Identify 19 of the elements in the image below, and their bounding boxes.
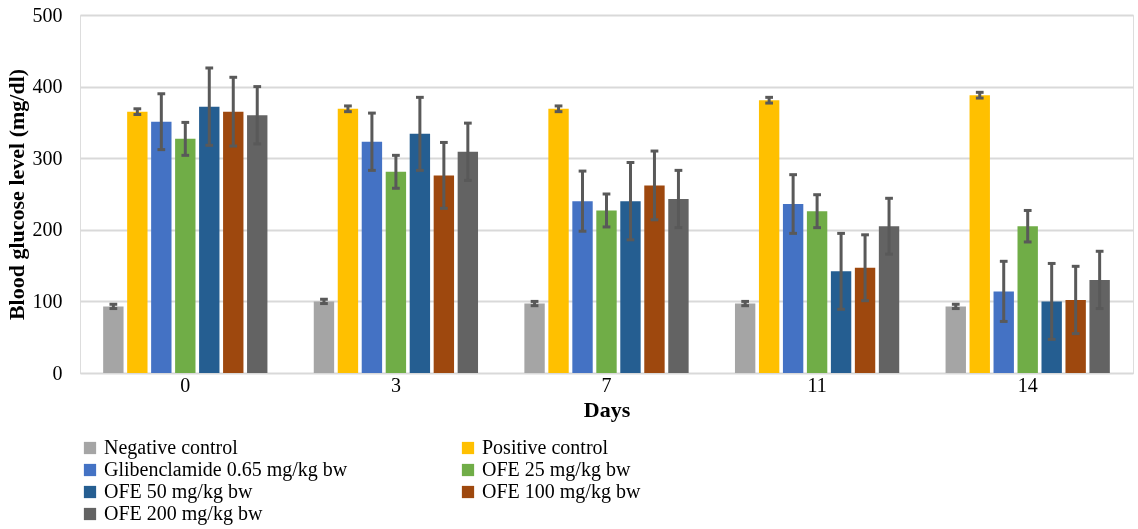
legend-label: OFE 200 mg/kg bw [104,502,263,525]
legend-label: OFE 50 mg/kg bw [104,480,253,503]
legend-label: Positive control [482,436,609,458]
legend-label: OFE 100 mg/kg bw [482,480,641,503]
legend-label: Glibenclamide 0.65 mg/kg bw [104,458,348,481]
y-axis-title: Blood glucose level (mg/dl) [3,68,29,321]
legend-label: Negative control [104,436,239,459]
y-tick-label: 100 [32,289,63,312]
y-tick-label: 500 [32,3,63,26]
x-tick-label: 11 [807,373,827,396]
x-tick-label: 14 [1017,373,1038,396]
x-tick-label: 3 [390,373,401,396]
y-tick-label: 200 [32,218,63,241]
x-tick-label: 0 [180,373,191,396]
x-axis-title: Days [583,396,631,422]
y-tick-label: 400 [32,75,63,98]
legend-label: OFE 25 mg/kg bw [482,458,631,481]
y-tick-label: 300 [32,146,63,169]
x-tick-label: 7 [601,373,612,396]
